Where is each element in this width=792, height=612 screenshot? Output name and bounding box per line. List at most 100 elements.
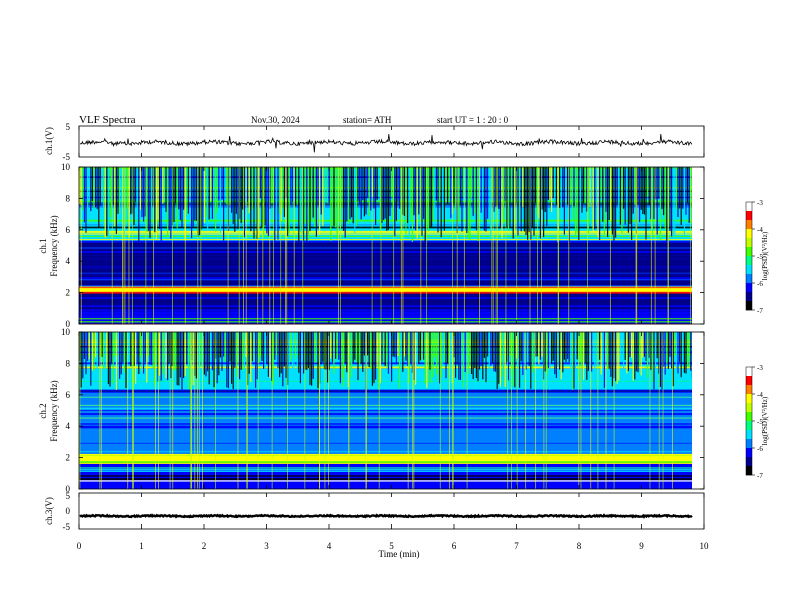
spectrogram-sferic (124, 167, 126, 324)
spectrogram-burst (687, 332, 689, 366)
spectrogram-burst (283, 332, 285, 367)
spectrogram-burst (395, 167, 397, 221)
spectrogram-burst (285, 332, 287, 378)
ch3-waveform-ytick-top: 5 (66, 491, 71, 501)
spectrogram-burst (591, 167, 593, 227)
spectrogram-burst (259, 332, 261, 357)
spectrogram-burst (399, 332, 401, 389)
spectrogram-burst (346, 167, 348, 222)
spectrogram-burst (229, 332, 231, 362)
spectrogram-burst (288, 332, 290, 376)
spectrogram-burst (519, 332, 521, 388)
spectrogram-sferic (541, 167, 542, 324)
spectrogram-burst (423, 332, 425, 360)
spectrogram-burst (314, 167, 316, 228)
spectrogram-burst (215, 167, 217, 232)
spectrogram-burst (96, 332, 98, 381)
spectrogram-line (79, 404, 692, 406)
spectrogram-burst (605, 167, 607, 212)
spectrogram-burst (608, 332, 610, 369)
spectrogram-burst (363, 332, 365, 356)
spectrogram-burst (368, 167, 370, 217)
spectrogram-burst (421, 167, 423, 236)
spectrogram-burst (87, 167, 89, 224)
spectrogram-burst (488, 332, 490, 385)
spectrogram-sferic (171, 167, 173, 324)
spectrogram-sferic (227, 167, 229, 324)
spectrogram-burst (450, 167, 452, 219)
spectrogram-burst (464, 167, 466, 202)
spectrogram-burst (616, 167, 618, 204)
spectrogram-burst (91, 167, 93, 202)
spectrogram-burst (143, 332, 145, 374)
spectrogram-burst (659, 332, 661, 387)
spectrogram-burst (594, 167, 596, 230)
spectrogram-burst (181, 167, 183, 228)
spectrogram-burst (261, 332, 263, 361)
spectrogram-line (79, 285, 692, 287)
spectrogram-burst (571, 167, 573, 222)
spectrogram-burst (203, 167, 205, 223)
spectrogram-burst (653, 167, 655, 220)
spectrogram-sferic (667, 167, 669, 324)
spectrogram-burst (575, 167, 577, 238)
spectrogram-line (79, 413, 692, 416)
time-axis-tick-label: 7 (514, 541, 519, 551)
spectrogram-burst (79, 167, 81, 205)
spectrogram-burst (463, 167, 465, 198)
spectrogram-burst (306, 332, 308, 370)
spectrogram-sferic (557, 167, 559, 324)
spectrogram-burst (595, 332, 597, 365)
spectrogram-burst (381, 167, 383, 224)
spectrogram-burst (306, 167, 308, 241)
spectrogram-line (79, 455, 692, 458)
spectrogram-burst (248, 167, 250, 214)
spectrogram-burst (391, 167, 393, 198)
spectrogram-burst (427, 332, 429, 383)
spectrogram-burst (245, 332, 247, 357)
spectrogram-burst (432, 332, 434, 378)
spectrogram-burst (405, 332, 407, 361)
spectrogram-line (79, 468, 692, 471)
spectrogram-burst (229, 167, 231, 206)
ch3-waveform-trace (79, 513, 693, 519)
spectrogram-burst (607, 332, 609, 371)
spectrogram-sferic (492, 167, 494, 324)
spectrogram-burst (485, 332, 487, 383)
ch2-colorbar: -3 -4 -5 -6 -7 (745, 364, 763, 480)
spectrogram-burst (549, 332, 551, 391)
spectrogram-burst (187, 167, 189, 214)
spectrogram-burst (192, 167, 194, 227)
spectrogram-burst (112, 167, 114, 205)
spectrogram-burst (576, 332, 578, 360)
spectrogram-burst (219, 167, 221, 233)
spectrogram-burst (426, 332, 428, 389)
spectrogram-sferic (605, 332, 607, 489)
spectrogram-ytick-label: 6 (66, 225, 71, 235)
ch1-colorbar-label: log(PSD)(V²/Hz) (761, 231, 769, 280)
colorbar-swatch (746, 466, 752, 476)
spectrogram-burst (487, 332, 489, 357)
spectrogram-ytick-label: 2 (66, 288, 71, 298)
spectrogram-burst (117, 332, 119, 381)
spectrogram-burst (642, 167, 644, 215)
spectrogram-sferic (491, 167, 493, 324)
spectrogram-burst (562, 167, 564, 208)
spectrogram-sferic (400, 167, 402, 324)
spectrogram-sferic (635, 167, 637, 324)
spectrogram-burst (293, 332, 295, 376)
spectrogram-burst (554, 167, 556, 205)
spectrogram-burst (471, 332, 473, 374)
spectrogram-burst (99, 167, 101, 206)
spectrogram-burst (653, 332, 655, 390)
spectrogram-burst (447, 332, 449, 364)
spectrogram-burst (368, 332, 370, 368)
spectrogram-burst (101, 332, 103, 357)
spectrogram-burst (568, 332, 570, 363)
spectrogram-burst (442, 167, 444, 213)
spectrogram-burst (123, 332, 125, 373)
colorbar-swatch (746, 292, 752, 302)
spectrogram-sferic (537, 167, 538, 324)
spectrogram-burst (602, 167, 604, 222)
spectrogram-burst (399, 167, 401, 209)
